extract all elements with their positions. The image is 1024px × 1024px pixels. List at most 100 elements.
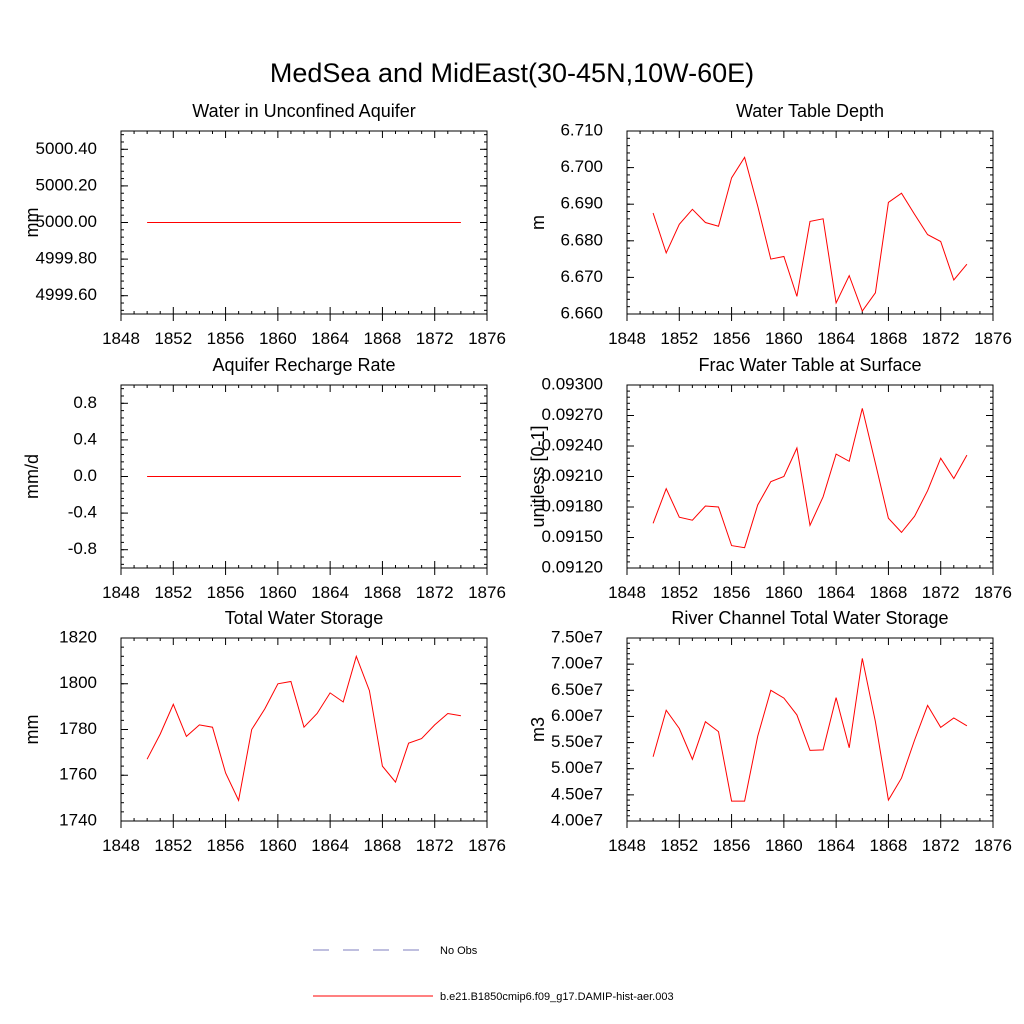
- y-axis-label: mm: [22, 715, 42, 745]
- x-tick-label: 1856: [713, 329, 751, 348]
- y-axis-label: unitless [0-1]: [528, 425, 548, 527]
- x-tick-label: 1868: [364, 583, 402, 602]
- x-tick-label: 1852: [154, 836, 192, 855]
- y-tick-label: -0.4: [68, 503, 97, 522]
- y-tick-label: 6.710: [560, 120, 603, 139]
- x-tick-label: 1864: [817, 329, 855, 348]
- y-tick-label: 4.00e7: [551, 810, 603, 829]
- panel-title: Water Table Depth: [736, 101, 884, 121]
- series-line: [652, 408, 968, 549]
- x-tick-label: 1868: [364, 836, 402, 855]
- series-line: [146, 654, 461, 803]
- panel-5: Total Water Storage mm 1848 1852 1856 1860 186…: [22, 608, 506, 855]
- panels: Water in Unconfined Aquifer mm 1848 1852 185…: [22, 101, 1012, 855]
- x-tick-label: 1852: [660, 583, 698, 602]
- x-tick-label: 1872: [416, 836, 454, 855]
- plot-frame: [120, 637, 488, 822]
- x-tick-label: 1852: [154, 329, 192, 348]
- x-tick-label: 1872: [416, 329, 454, 348]
- legend-label-model-run: b.e21.B1850cmip6.f09_g17.DAMIP-hist-aer.…: [440, 991, 674, 1003]
- y-tick-label: 6.680: [560, 230, 603, 249]
- y-tick-label: 5.50e7: [551, 732, 603, 751]
- legend-item-model-run: b.e21.B1850cmip6.f09_g17.DAMIP-hist-aer.…: [313, 991, 674, 1003]
- y-tick-label: 5.00e7: [551, 758, 603, 777]
- y-axis-label: mm/d: [22, 454, 42, 499]
- y-tick-label: -0.8: [68, 539, 97, 558]
- x-tick-label: 1856: [207, 583, 245, 602]
- y-tick-label: 7.00e7: [551, 654, 603, 673]
- x-tick-label: 1852: [660, 836, 698, 855]
- x-tick-label: 1852: [660, 329, 698, 348]
- legend-item-no-obs: No Obs: [313, 945, 478, 957]
- y-tick-label: 0.09270: [542, 405, 603, 424]
- x-tick-label: 1860: [259, 583, 297, 602]
- y-tick-label: 0.0: [73, 466, 97, 485]
- y-tick-label: 4999.60: [36, 285, 97, 304]
- y-tick-label: 7.50e7: [551, 627, 603, 646]
- x-tick-label: 1852: [154, 583, 192, 602]
- y-tick-label: 6.670: [560, 267, 603, 286]
- x-tick-label: 1872: [922, 836, 960, 855]
- x-tick-label: 1868: [870, 583, 908, 602]
- y-tick-label: 0.09210: [542, 466, 603, 485]
- x-tick-label: 1860: [259, 329, 297, 348]
- panel-title: Water in Unconfined Aquifer: [192, 101, 415, 121]
- y-tick-label: 5000.20: [36, 175, 97, 194]
- y-tick-label: 0.4: [73, 429, 97, 448]
- y-tick-label: 1740: [59, 810, 97, 829]
- y-tick-label: 1800: [59, 673, 97, 692]
- x-tick-label: 1848: [608, 836, 646, 855]
- x-tick-label: 1872: [922, 583, 960, 602]
- x-tick-label: 1864: [311, 329, 349, 348]
- plot-frame: [626, 384, 994, 569]
- y-tick-label: 5000.40: [36, 139, 97, 158]
- x-tick-label: 1860: [259, 836, 297, 855]
- y-axis-label: mm: [22, 208, 42, 238]
- x-tick-label: 1864: [817, 583, 855, 602]
- y-axis-label: m3: [528, 717, 548, 742]
- y-tick-label: 0.09300: [542, 374, 603, 393]
- y-axis-label: m: [528, 215, 548, 230]
- x-tick-label: 1864: [311, 836, 349, 855]
- y-tick-label: 1820: [59, 627, 97, 646]
- panel-6: River Channel Total Water Storage m3 1848 1…: [528, 608, 1012, 855]
- y-tick-label: 6.660: [560, 303, 603, 322]
- x-tick-label: 1860: [765, 836, 803, 855]
- panel-1: Water in Unconfined Aquifer mm 1848 1852 185…: [22, 101, 506, 348]
- panel-4: Frac Water Table at Surface unitless [0-1…: [528, 355, 1012, 602]
- y-tick-label: 0.09180: [542, 496, 603, 515]
- x-tick-label: 1868: [870, 329, 908, 348]
- x-tick-label: 1848: [102, 836, 140, 855]
- y-tick-label: 0.09150: [542, 527, 603, 546]
- y-tick-label: 6.50e7: [551, 680, 603, 699]
- x-tick-label: 1876: [974, 583, 1012, 602]
- plot-frame: [626, 637, 994, 822]
- y-tick-label: 4999.80: [36, 249, 97, 268]
- x-tick-label: 1876: [468, 836, 506, 855]
- y-tick-label: 5000.00: [36, 212, 97, 231]
- y-tick-label: 6.00e7: [551, 706, 603, 725]
- x-tick-label: 1848: [102, 583, 140, 602]
- y-tick-label: 6.690: [560, 194, 603, 213]
- x-tick-label: 1868: [364, 329, 402, 348]
- main-title: MedSea and MidEast(30-45N,10W-60E): [270, 58, 754, 88]
- panel-title: Total Water Storage: [225, 608, 383, 628]
- x-tick-label: 1876: [468, 583, 506, 602]
- y-tick-label: 0.09240: [542, 435, 603, 454]
- x-tick-label: 1856: [713, 583, 751, 602]
- x-tick-label: 1848: [102, 329, 140, 348]
- y-tick-label: 0.09120: [542, 557, 603, 576]
- legend: No Obs b.e21.B1850cmip6.f09_g17.DAMIP-hi…: [313, 945, 674, 1003]
- series-line: [652, 156, 968, 313]
- x-tick-label: 1848: [608, 583, 646, 602]
- x-tick-label: 1864: [817, 836, 855, 855]
- x-tick-label: 1868: [870, 836, 908, 855]
- panel-title: Frac Water Table at Surface: [698, 355, 921, 375]
- x-tick-label: 1856: [207, 329, 245, 348]
- x-tick-label: 1876: [974, 836, 1012, 855]
- panel-2: Water Table Depth m 1848 1852 1856 1860 1864 18…: [528, 101, 1012, 348]
- x-tick-label: 1872: [416, 583, 454, 602]
- y-tick-label: 1760: [59, 765, 97, 784]
- x-tick-label: 1872: [922, 329, 960, 348]
